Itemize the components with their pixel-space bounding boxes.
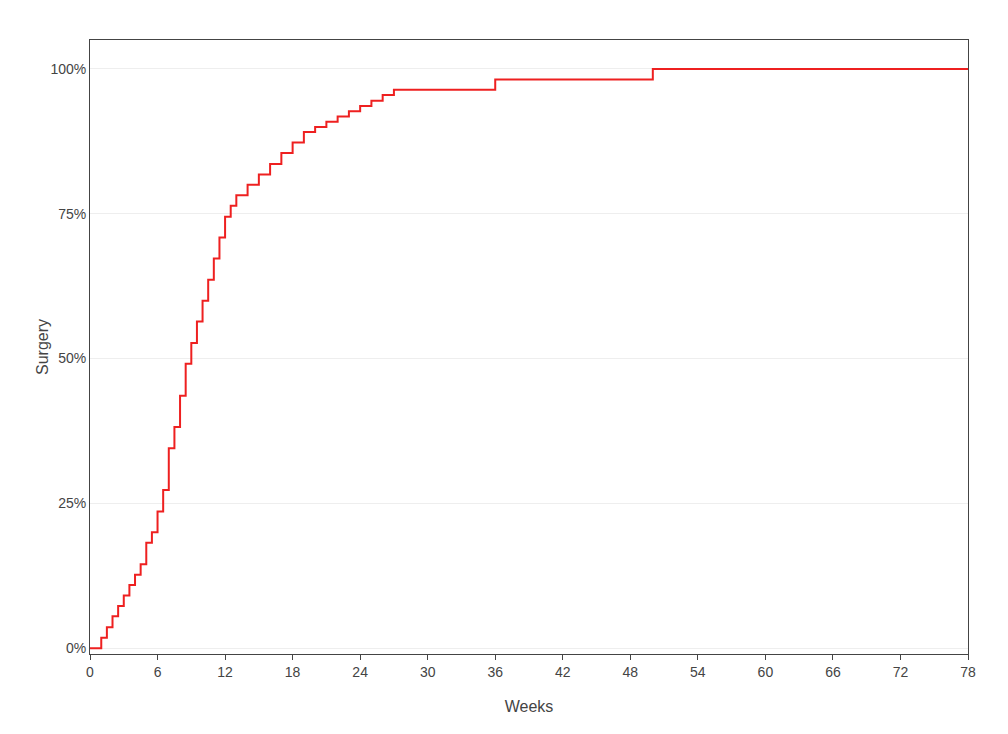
svg-text:54: 54 (690, 664, 706, 680)
svg-text:75%: 75% (58, 206, 86, 222)
svg-text:66: 66 (825, 664, 841, 680)
svg-text:25%: 25% (58, 495, 86, 511)
svg-text:48: 48 (623, 664, 639, 680)
svg-text:78: 78 (960, 664, 976, 680)
svg-text:0: 0 (86, 664, 94, 680)
svg-text:18: 18 (285, 664, 301, 680)
svg-text:30: 30 (420, 664, 436, 680)
svg-text:42: 42 (555, 664, 571, 680)
svg-text:6: 6 (154, 664, 162, 680)
svg-text:Weeks: Weeks (505, 698, 554, 715)
svg-text:0%: 0% (66, 640, 86, 656)
svg-text:50%: 50% (58, 350, 86, 366)
svg-text:60: 60 (758, 664, 774, 680)
svg-text:36: 36 (487, 664, 503, 680)
svg-text:100%: 100% (50, 61, 86, 77)
svg-text:Surgery: Surgery (34, 319, 51, 375)
svg-text:72: 72 (893, 664, 909, 680)
svg-text:24: 24 (352, 664, 368, 680)
svg-text:12: 12 (217, 664, 233, 680)
